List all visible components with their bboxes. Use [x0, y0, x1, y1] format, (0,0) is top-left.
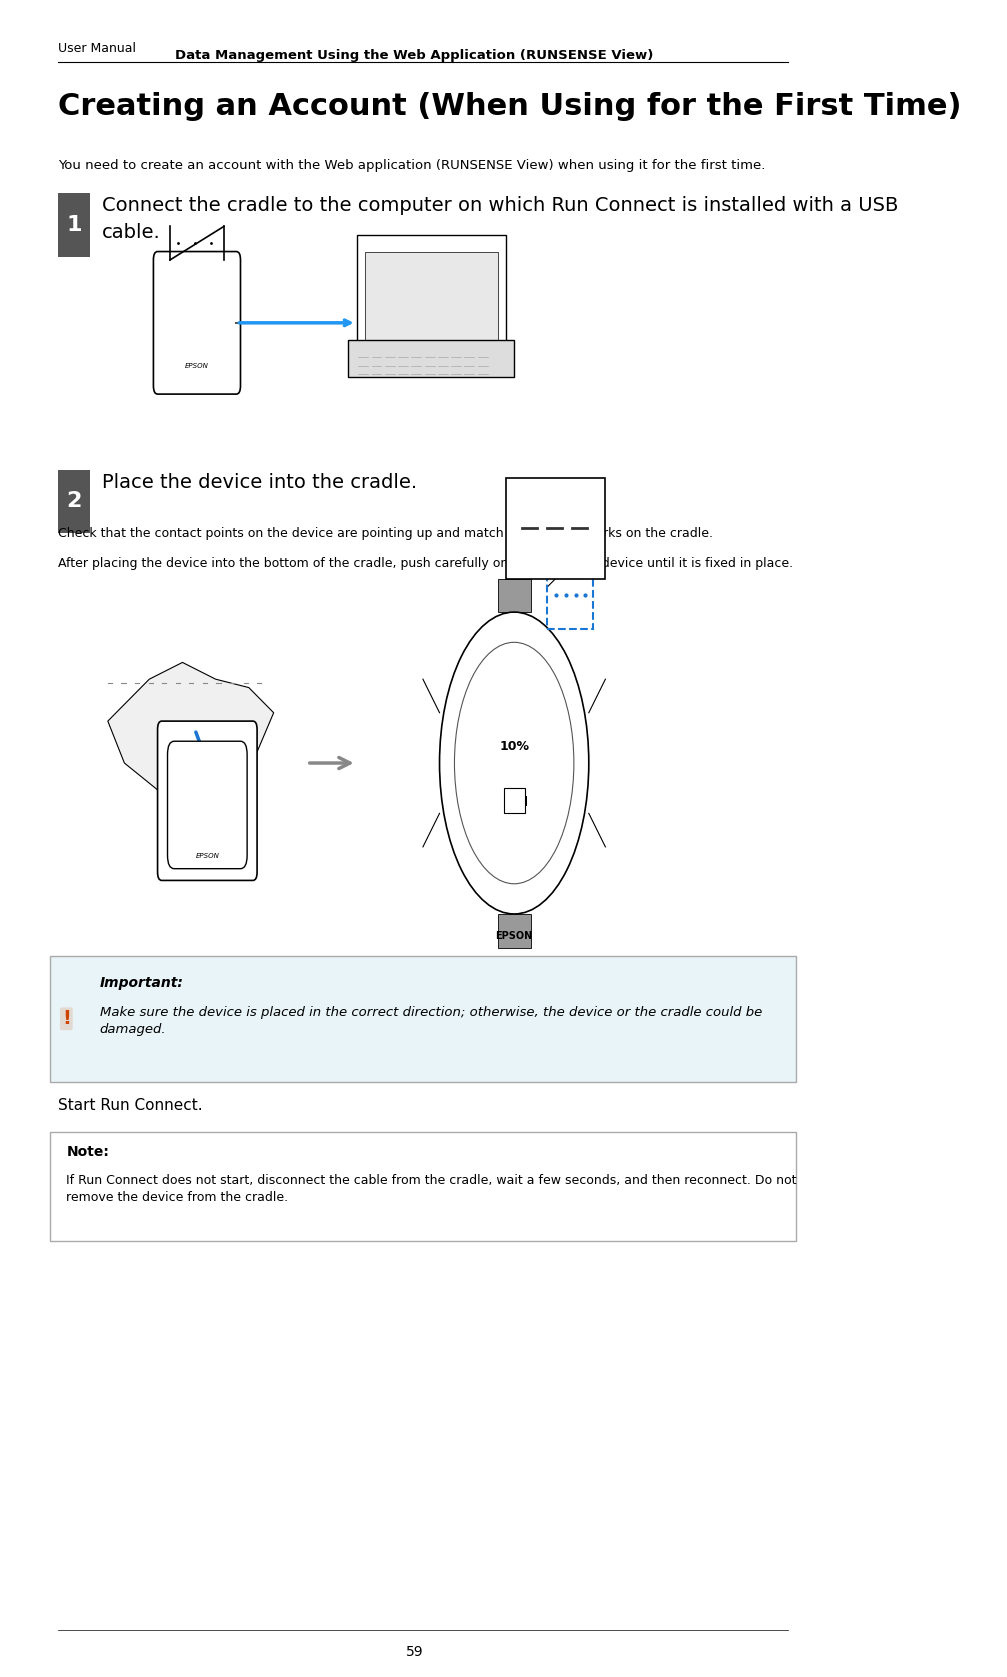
- Bar: [525, 797, 527, 807]
- Text: !: !: [61, 1010, 70, 1028]
- Polygon shape: [108, 662, 274, 805]
- Text: 59: 59: [406, 1645, 424, 1659]
- Text: Start Run Connect.: Start Run Connect.: [58, 1098, 202, 1114]
- Text: 1: 1: [66, 215, 82, 235]
- Text: EPSON: EPSON: [185, 362, 208, 369]
- Text: Data Management Using the Web Application (RUNSENSE View): Data Management Using the Web Applicatio…: [175, 49, 654, 62]
- Text: EPSON: EPSON: [495, 931, 533, 941]
- Text: User Manual: User Manual: [58, 42, 136, 55]
- FancyBboxPatch shape: [506, 478, 605, 579]
- FancyBboxPatch shape: [49, 956, 797, 1082]
- FancyBboxPatch shape: [157, 721, 257, 880]
- FancyBboxPatch shape: [167, 741, 247, 869]
- FancyBboxPatch shape: [58, 193, 90, 257]
- Text: Connect the cradle to the computer on which Run Connect is installed with a USB
: Connect the cradle to the computer on wh…: [102, 196, 898, 241]
- Text: EPSON: EPSON: [195, 852, 220, 859]
- Text: Make sure the device is placed in the correct direction; otherwise, the device o: Make sure the device is placed in the co…: [100, 1006, 761, 1036]
- Bar: [365, 252, 497, 344]
- Bar: [497, 579, 531, 612]
- Bar: [504, 788, 525, 813]
- Bar: [348, 340, 515, 377]
- Text: Place the device into the cradle.: Place the device into the cradle.: [102, 473, 417, 491]
- Circle shape: [454, 642, 574, 884]
- Text: You need to create an account with the Web application (RUNSENSE View) when usin: You need to create an account with the W…: [58, 159, 765, 173]
- Text: If Run Connect does not start, disconnect the cable from the cradle, wait a few : If Run Connect does not start, disconnec…: [66, 1174, 797, 1204]
- Circle shape: [439, 612, 589, 914]
- Bar: [497, 914, 531, 948]
- Text: After placing the device into the bottom of the cradle, push carefully on the to: After placing the device into the bottom…: [58, 557, 794, 570]
- Text: Creating an Account (When Using for the First Time): Creating an Account (When Using for the …: [58, 92, 962, 121]
- FancyBboxPatch shape: [153, 252, 241, 394]
- Text: 10%: 10%: [499, 740, 529, 753]
- Text: Important:: Important:: [100, 976, 183, 989]
- Text: Note:: Note:: [66, 1145, 109, 1159]
- FancyBboxPatch shape: [49, 1132, 797, 1241]
- Text: 2: 2: [66, 491, 82, 511]
- Text: Check that the contact points on the device are pointing up and match the contac: Check that the contact points on the dev…: [58, 527, 713, 540]
- FancyBboxPatch shape: [58, 470, 90, 533]
- Bar: [356, 235, 506, 352]
